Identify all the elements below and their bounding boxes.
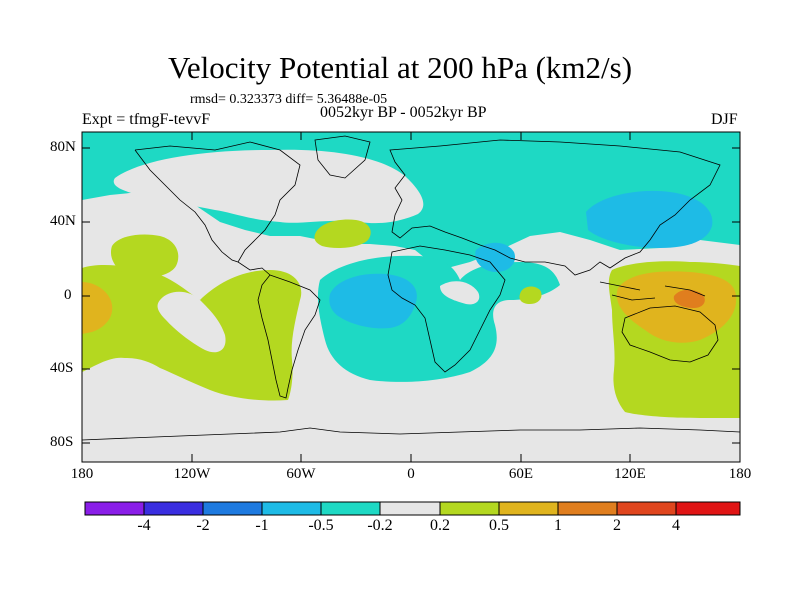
lon-label-180w: 180 [70,466,94,482]
colorbar-label: -0.5 [308,517,334,534]
neutral-notch-africa [440,281,480,305]
colorbar-swatch-3 [202,501,263,516]
lat-label-80s: 80S [50,434,74,450]
colorbar-swatch-9 [557,501,618,516]
positive-core-australia [616,271,737,343]
negative-core-atlantic [329,273,417,329]
colorbar-swatch-2 [143,501,204,516]
positive-max-australia [673,289,705,308]
colorbar-label: -4 [137,517,151,534]
negative-core-east-asia [586,190,713,248]
lon-ticks [191,132,631,462]
colorbar-label: 0.5 [489,517,509,534]
colorbar-label: 0.2 [430,517,450,534]
colorbar-label: -2 [196,517,210,534]
colorbar-label: 1 [554,517,562,534]
map-title: Velocity Potential at 200 hPa (km2/s) [167,50,633,85]
lon-label-60e: 60E [508,466,534,482]
experiment-label: Expt = tfmgF-tevvF [82,111,211,128]
lon-label-0: 0 [407,466,415,482]
coastline-greenland [314,135,371,179]
positive-patch-north-pacific [110,234,179,278]
lon-label-120w: 120W [173,466,211,482]
neutral-region-central-pacific [157,291,226,353]
lon-label-120e: 120E [614,466,646,482]
lat-label-40s: 40S [50,360,74,376]
colorbar-swatch-7 [439,501,500,516]
coastline-eurasia [389,139,721,276]
colorbar-swatch-11 [675,501,741,516]
coastlines [82,135,740,441]
neutral-island-north [113,149,424,224]
colorbar-label: -0.2 [367,517,393,534]
colorbar-label: 2 [613,517,621,534]
negative-core-arabia [475,242,516,272]
coastline-indonesia [599,281,706,301]
colorbar-swatch-4 [261,501,322,516]
lat-label-equator: 0 [64,287,72,303]
lat-label-40n: 40N [50,213,76,229]
colorbar-swatch-6 [379,501,441,516]
coastline-antarctica [82,427,740,441]
coastline-australia [621,305,719,363]
colorbar-label: -1 [255,517,269,534]
coastline-africa [387,245,506,373]
lat-label-80n: 80N [50,139,76,155]
rmsd-diff-stats: rmsd= 0.323373 diff= 5.36488e-05 [190,92,388,107]
colorbar-swatch-5 [320,501,381,516]
lon-label-60w: 60W [286,466,316,482]
colorbar-swatch-10 [616,501,677,516]
colorbar-label: 4 [672,517,680,534]
colorbar-swatch-1 [84,501,145,516]
colorbar [84,501,741,516]
positive-core-dateline-west [82,282,113,334]
colorbar-swatch-8 [498,501,559,516]
season-label: DJF [711,111,738,128]
period-label: 0052kyr BP - 0052kyr BP [320,104,487,121]
coastline-south-america [257,274,321,399]
positive-patch-atlantic [314,219,371,248]
lon-label-180e: 180 [728,466,752,482]
lat-ticks [82,147,740,444]
contour-field [82,132,740,462]
coastline-north-america [134,141,301,276]
positive-patch-east-africa [519,286,542,304]
